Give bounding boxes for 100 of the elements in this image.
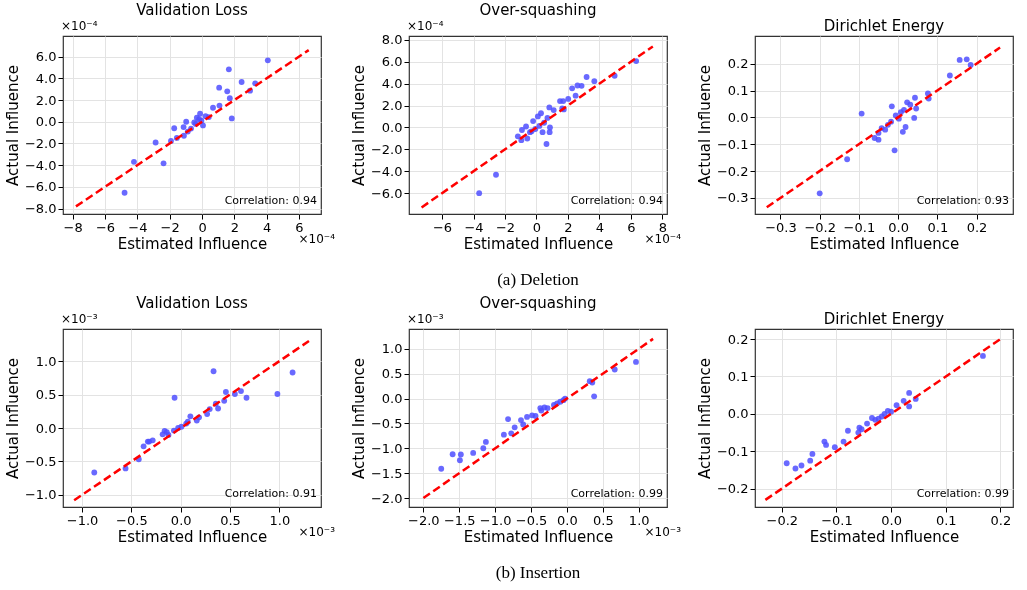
x-tick-label: 0.0 xyxy=(888,219,909,235)
y-tick-label: 0.5 xyxy=(381,366,403,382)
y-axis-title: Actual Influence xyxy=(695,358,714,479)
y-tick-label: 2.0 xyxy=(381,98,403,114)
text: ×10⁻⁴ xyxy=(644,232,682,246)
chart-title: Validation Loss xyxy=(136,294,249,312)
annotation: Correlation: 0.94 xyxy=(570,194,663,207)
x-tick-label: 4 xyxy=(263,219,272,235)
annotation: Correlation: 0.93 xyxy=(916,194,1009,207)
y-tick-label: 0.0 xyxy=(381,391,403,407)
x-tick-label: −4 xyxy=(464,219,484,235)
y-tick-label: −0.1 xyxy=(716,136,749,152)
x-tick-label: −8 xyxy=(63,219,83,235)
chart-title: Dirichlet Energy xyxy=(823,17,945,35)
x-tick-label: −6 xyxy=(432,219,453,235)
y-tick-label: −6.0 xyxy=(370,185,403,201)
y-tick-label: −0.1 xyxy=(716,443,749,459)
y-tick-label: 4.0 xyxy=(381,76,403,92)
x-tick-label: −0.2 xyxy=(804,219,836,235)
x-tick-label: 2 xyxy=(230,219,239,235)
text: ×10⁻⁴ xyxy=(61,19,98,33)
x-axis-title: Estimated Influence xyxy=(809,527,960,546)
y-tick-label: −2.0 xyxy=(370,141,403,157)
y-tick-label: 0.1 xyxy=(727,368,749,384)
x-axis-title: Estimated Influence xyxy=(117,527,268,546)
text: ×10⁻³ xyxy=(407,312,444,326)
x-tick-label: 0.1 xyxy=(927,219,949,235)
y-tick-label: −0.2 xyxy=(716,481,749,497)
x-axis-title: Estimated Influence xyxy=(809,234,960,253)
annotation: Correlation: 0.94 xyxy=(224,194,317,207)
x-tick-label: −1.0 xyxy=(479,512,512,528)
annotation: Correlation: 0.99 xyxy=(570,487,663,500)
x-tick-label: 8 xyxy=(658,219,667,235)
x-tick-label: −0.1 xyxy=(821,512,853,528)
y-tick-label: −2.0 xyxy=(370,490,403,506)
y-axis-title: Actual Influence xyxy=(3,65,22,186)
y-tick-label: 8.0 xyxy=(381,32,403,48)
y-axis-title: Actual Influence xyxy=(3,358,22,479)
x-tick-label: 1.0 xyxy=(628,512,650,528)
text: ×10⁻³ xyxy=(298,525,336,539)
x-tick-label: 0.0 xyxy=(881,512,902,528)
x-tick-label: −1.5 xyxy=(443,512,476,528)
y-tick-label: −0.3 xyxy=(716,190,749,206)
x-tick-label: −0.1 xyxy=(843,219,876,235)
x-tick-label: −0.2 xyxy=(766,512,799,528)
y-tick-label: −8.0 xyxy=(24,201,57,217)
y-tick-label: −6.0 xyxy=(24,179,57,195)
chart-title: Over-squashing xyxy=(479,1,597,19)
text: ×10⁻⁴ xyxy=(298,232,336,246)
y-axis-title: Actual Influence xyxy=(349,358,368,479)
x-axis-title: Estimated Influence xyxy=(117,234,268,253)
x-tick-label: −0.3 xyxy=(765,219,797,235)
x-axis-title: Estimated Influence xyxy=(463,234,614,253)
x-axis-title: Estimated Influence xyxy=(463,527,614,546)
x-tick-label: 0.5 xyxy=(220,512,241,528)
x-tick-label: −0.5 xyxy=(515,512,548,528)
y-tick-label: 1.0 xyxy=(35,353,57,369)
x-tick-label: 0.5 xyxy=(592,512,614,528)
y-tick-label: 0.0 xyxy=(381,119,403,135)
y-axis-title: Actual Influence xyxy=(349,65,368,186)
text: (b) Insertion xyxy=(495,563,581,582)
x-tick-label: 4 xyxy=(595,219,604,235)
y-tick-label: 0.0 xyxy=(35,114,57,130)
y-tick-label: −1.5 xyxy=(370,465,403,481)
x-tick-label: 0.1 xyxy=(935,512,957,528)
x-tick-label: −2 xyxy=(495,219,516,235)
x-tick-label: 0 xyxy=(198,219,207,235)
annotation: Correlation: 0.91 xyxy=(224,487,317,500)
annotation: Correlation: 0.99 xyxy=(916,487,1009,500)
y-tick-label: −1.0 xyxy=(370,440,403,456)
text: ×10⁻⁴ xyxy=(407,19,444,33)
chart-title: Dirichlet Energy xyxy=(823,310,945,328)
x-tick-label: −2 xyxy=(160,219,180,235)
y-tick-label: 0.2 xyxy=(727,56,749,72)
x-tick-label: 6 xyxy=(627,219,636,235)
x-tick-label: 1.0 xyxy=(269,512,291,528)
y-tick-label: 0.0 xyxy=(727,109,749,125)
text: ×10⁻³ xyxy=(61,312,98,326)
y-tick-label: −0.5 xyxy=(24,454,57,469)
x-tick-label: 0.0 xyxy=(170,512,192,528)
y-tick-label: 1.0 xyxy=(381,341,403,357)
y-tick-label: −0.2 xyxy=(716,163,749,179)
x-tick-label: −2.0 xyxy=(408,512,440,528)
y-tick-label: 2.0 xyxy=(35,92,57,108)
chart-title: Over-squashing xyxy=(479,294,597,312)
x-tick-label: −6 xyxy=(95,219,116,235)
x-tick-label: 0 xyxy=(532,219,542,235)
y-tick-label: 6.0 xyxy=(381,54,403,70)
y-tick-label: 0.2 xyxy=(727,331,749,347)
x-tick-label: −1.0 xyxy=(66,512,99,528)
x-tick-label: 0.0 xyxy=(557,512,578,528)
x-tick-label: 0.2 xyxy=(966,219,988,235)
y-tick-label: 0.1 xyxy=(727,83,749,98)
x-tick-label: 2 xyxy=(564,219,573,235)
text: ×10⁻³ xyxy=(644,525,682,539)
x-tick-label: 0.2 xyxy=(990,512,1012,528)
y-tick-label: −2.0 xyxy=(24,135,57,151)
y-tick-label: −4.0 xyxy=(370,163,403,179)
y-axis-title: Actual Influence xyxy=(695,65,714,186)
y-tick-label: 4.0 xyxy=(35,70,57,86)
